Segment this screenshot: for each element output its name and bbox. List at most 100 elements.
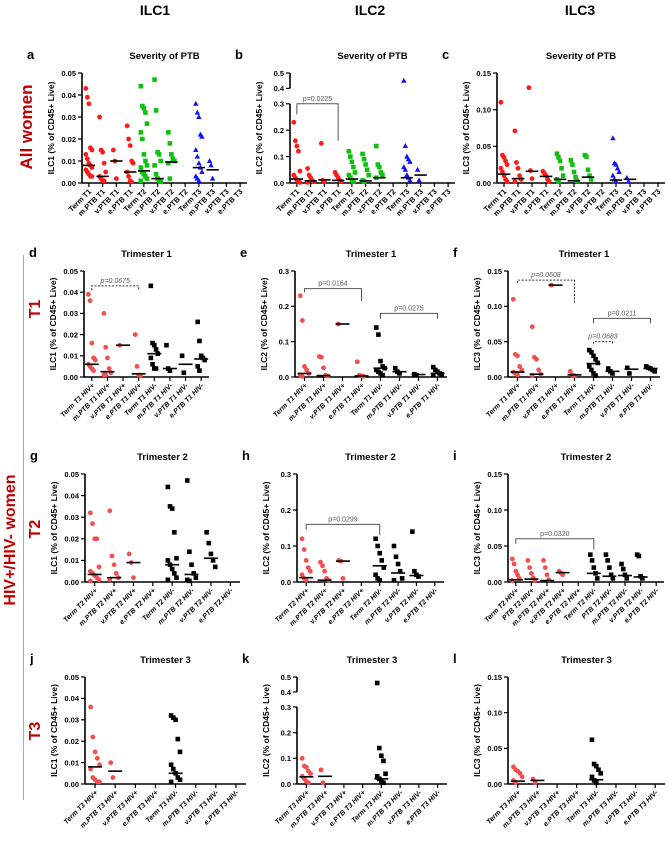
y-axis-label: ILC3 (% of CD45+ Live)	[472, 277, 482, 370]
data-point-square	[138, 178, 144, 184]
x-tick-label: Term T2 HIV+	[63, 587, 100, 624]
data-point-circle	[305, 565, 311, 570]
data-point-circle	[501, 154, 507, 160]
y-tick-label: 0.03	[64, 716, 79, 725]
significance-bracket	[380, 312, 438, 319]
data-point-circle	[299, 755, 305, 761]
p-value-label: p=0.0608	[530, 272, 560, 279]
data-point-square	[624, 365, 630, 371]
panel-title: Trimester 2	[561, 452, 612, 463]
y-tick-label: 0.05	[64, 673, 79, 682]
data-point-square	[381, 758, 386, 764]
data-point-square	[607, 565, 612, 570]
x-tick-label: e.PTB T1 HIV-	[618, 382, 656, 420]
data-point-square	[594, 763, 599, 769]
p-value-label: p=0.0683	[587, 334, 617, 341]
data-point-square	[138, 83, 144, 89]
data-point-square	[571, 169, 577, 175]
data-point-square	[197, 368, 202, 373]
panel-d: d Trimester 1 ILC1 (% of CD45+ Live) 0.00 0.…	[29, 245, 209, 423]
data-point-circle	[519, 367, 525, 373]
panel-title: Trimester 3	[561, 655, 612, 666]
data-point-square	[165, 484, 171, 490]
data-point-square	[169, 506, 175, 511]
data-point-square	[627, 371, 632, 376]
y-tick-label: 0.2	[279, 302, 289, 311]
y-tick-label: 0.00	[476, 179, 491, 188]
data-point-circle	[510, 296, 516, 302]
data-point-circle	[83, 86, 89, 91]
data-point-square	[143, 110, 148, 115]
data-point-square	[594, 780, 599, 785]
data-point-triangle	[616, 169, 622, 174]
data-point-circle	[318, 767, 324, 773]
y-tick-label: 0.05	[476, 142, 491, 151]
data-point-square	[374, 143, 379, 149]
data-point-triangle	[610, 135, 616, 141]
y-tick-label: 0.00	[64, 578, 79, 587]
panel-title: Trimester 3	[347, 655, 398, 666]
data-point-circle	[87, 578, 93, 584]
data-point-square	[593, 373, 598, 378]
y-tick-label: 0.5	[274, 69, 284, 78]
column-header-ilc2: ILC2	[354, 2, 386, 18]
y-tick-label: 0.05	[64, 470, 79, 479]
data-point-square	[364, 167, 370, 173]
data-point-circle	[299, 373, 305, 379]
data-point-square	[173, 717, 178, 723]
data-point-square	[379, 558, 385, 563]
data-point-square	[381, 780, 386, 786]
data-point-circle	[306, 780, 311, 786]
y-tick-label: 0.03	[63, 309, 78, 318]
data-point-circle	[504, 179, 510, 184]
panel-g: g Trimester 2 ILC1 (% of CD45+ Live) 0.00 0.…	[30, 448, 240, 628]
data-point-circle	[126, 174, 131, 179]
data-point-circle	[527, 565, 533, 570]
data-point-square	[376, 745, 382, 751]
data-point-circle	[519, 774, 525, 780]
group-divider-line	[23, 255, 24, 800]
data-point-square	[191, 571, 197, 576]
y-tick-label: 0.15	[487, 267, 502, 276]
data-point-square	[352, 170, 358, 175]
significance-bracket	[296, 103, 339, 141]
data-point-circle	[532, 780, 538, 785]
significance-bracket	[517, 279, 575, 303]
data-point-circle	[89, 165, 95, 170]
x-tick-label: e.PTB T3 HIV-	[622, 789, 660, 827]
data-point-circle	[512, 179, 518, 184]
p-value-label: p=0.0164	[318, 281, 347, 288]
y-tick-label: 0.15	[476, 69, 491, 78]
panel-h: h Trimester 2 ILC2 (% of CD45+ Live) 0.0 0.1…	[242, 448, 444, 628]
data-point-square	[585, 167, 591, 173]
data-point-circle	[340, 576, 346, 581]
data-point-square	[591, 353, 596, 359]
data-point-square	[624, 576, 630, 581]
data-point-circle	[105, 355, 110, 361]
data-point-circle	[514, 160, 519, 165]
panel-letter: a	[27, 47, 35, 62]
data-point-circle	[101, 160, 107, 166]
data-point-circle	[515, 372, 520, 378]
data-point-circle	[542, 565, 548, 570]
data-point-square	[206, 540, 212, 546]
data-point-circle	[318, 141, 324, 146]
panel-l: l Trimester 3 ILC3 (% of CD45+ Live) 0.00 0.…	[453, 651, 665, 830]
panel-title: Severity of PTB	[337, 51, 407, 62]
panel-i: i Trimester 2 ILC3 (% of CD45+ Live) 0.00 0.…	[453, 448, 664, 628]
data-point-square	[148, 283, 154, 289]
y-tick-label: 0.04	[63, 288, 78, 297]
data-point-circle	[546, 179, 552, 184]
y-axis-label: ILC2 (% of CD45+ Live)	[254, 81, 264, 174]
data-point-square	[416, 574, 421, 579]
data-point-square	[570, 162, 575, 167]
data-point-square	[363, 162, 368, 167]
data-point-square	[351, 179, 356, 184]
data-point-triangle	[199, 133, 205, 139]
data-point-circle	[113, 570, 119, 576]
data-point-square	[156, 152, 162, 157]
data-point-square	[348, 154, 353, 159]
data-point-triangle	[613, 161, 619, 167]
data-point-triangle	[625, 178, 632, 184]
data-point-square	[166, 160, 171, 166]
